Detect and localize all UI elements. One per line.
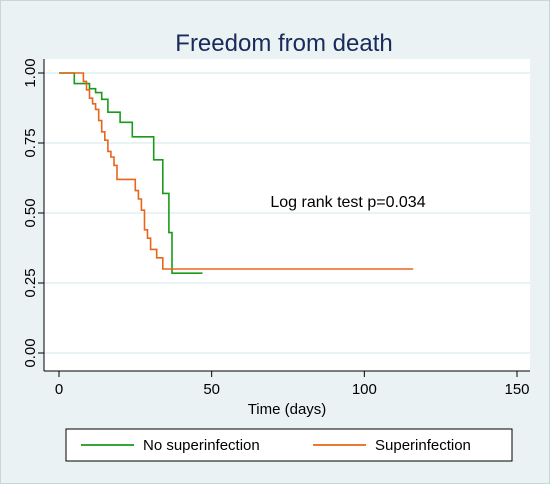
series-line-2: [59, 72, 414, 270]
plot-area: [44, 59, 530, 371]
x-tick-label: 50: [203, 381, 220, 398]
y-tick-label: 0.50: [22, 198, 39, 227]
legend-label: No superinfection: [143, 437, 260, 454]
chart-title: Freedom from death: [175, 30, 392, 57]
y-tick-label: 1.00: [22, 58, 39, 87]
series-line-1: [59, 72, 203, 275]
y-tick-label: 0.75: [22, 128, 39, 157]
x-axis-label: Time (days): [248, 401, 327, 418]
x-tick-label: 100: [352, 381, 377, 398]
legend-label: Superinfection: [375, 437, 471, 454]
legend-box: [65, 428, 513, 462]
legend: No superinfection Superinfection: [81, 437, 471, 454]
x-tick-label: 0: [55, 381, 63, 398]
y-tick-label: 0.00: [22, 338, 39, 367]
grid-lines: [44, 72, 530, 354]
x-tick-label: 150: [504, 381, 529, 398]
y-tick-label: 0.25: [22, 268, 39, 297]
axis-ticks: 0.00 0.25 0.50 0.75 1.00 0 50 100 150: [22, 58, 530, 398]
series-group: [59, 72, 414, 275]
annotation-logrank: Log rank test p=0.034: [270, 194, 425, 211]
